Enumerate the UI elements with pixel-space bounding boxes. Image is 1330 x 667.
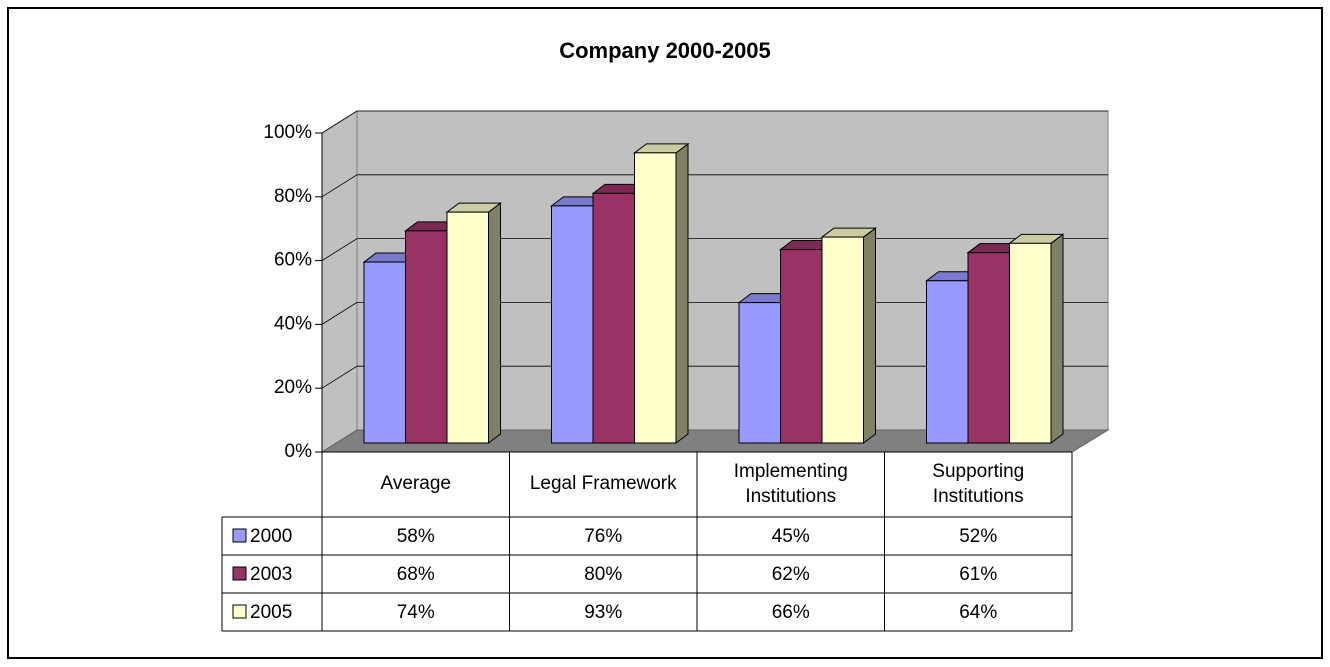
category-label: Implementing Institutions (733, 460, 848, 507)
value-label: 76% (584, 526, 622, 547)
value-label: 58% (397, 526, 435, 547)
bar (551, 205, 594, 444)
bar (592, 192, 635, 444)
value-label: 74% (397, 602, 435, 623)
value-label: 52% (959, 526, 997, 547)
bar (446, 211, 489, 444)
category-label: Legal Framework (529, 473, 677, 495)
legend-label: 2003 (250, 564, 292, 585)
legend-key (232, 528, 247, 543)
value-label: 93% (584, 602, 622, 623)
category-label: Supporting Institutions (932, 460, 1025, 507)
grid-line (321, 174, 1108, 198)
bar-side (1050, 233, 1064, 444)
bar (780, 249, 823, 444)
y-tick-label: 60% (274, 250, 312, 271)
bar (634, 152, 677, 444)
category-label-box: Legal Framework (529, 473, 677, 495)
legend-key (232, 566, 247, 581)
bar-side (675, 142, 689, 444)
legend-label: 2000 (250, 526, 292, 547)
y-tick-label: 80% (274, 186, 312, 207)
y-tick-label: 100% (263, 122, 312, 143)
value-label: 62% (772, 564, 810, 585)
bar (967, 252, 1010, 444)
bar-side (863, 227, 876, 444)
category-label-box: Supporting Institutions (932, 460, 1025, 507)
legend-label: 2005 (250, 602, 292, 623)
y-tick-label: 0% (285, 441, 313, 462)
category-label-box: Average (380, 473, 451, 495)
legend-key (232, 604, 247, 619)
y-tick-label: 40% (274, 313, 312, 334)
category-label: Average (380, 473, 451, 495)
bar-side (488, 202, 501, 444)
bar (405, 230, 448, 444)
side-wall (321, 110, 358, 453)
chart-title: Company 2000-2005 (559, 38, 771, 63)
value-label: 45% (772, 526, 810, 547)
value-label: 80% (584, 564, 622, 585)
bar (363, 261, 406, 444)
y-tick-label: 20% (274, 377, 312, 398)
bar (1009, 242, 1052, 444)
category-label-box: Implementing Institutions (733, 460, 848, 507)
bar (821, 236, 864, 444)
bar (926, 280, 969, 444)
grid-line (321, 110, 1108, 134)
value-label: 64% (959, 602, 997, 623)
value-label: 68% (397, 564, 435, 585)
value-label: 66% (772, 602, 810, 623)
bar (738, 302, 781, 444)
value-label: 61% (959, 564, 997, 585)
